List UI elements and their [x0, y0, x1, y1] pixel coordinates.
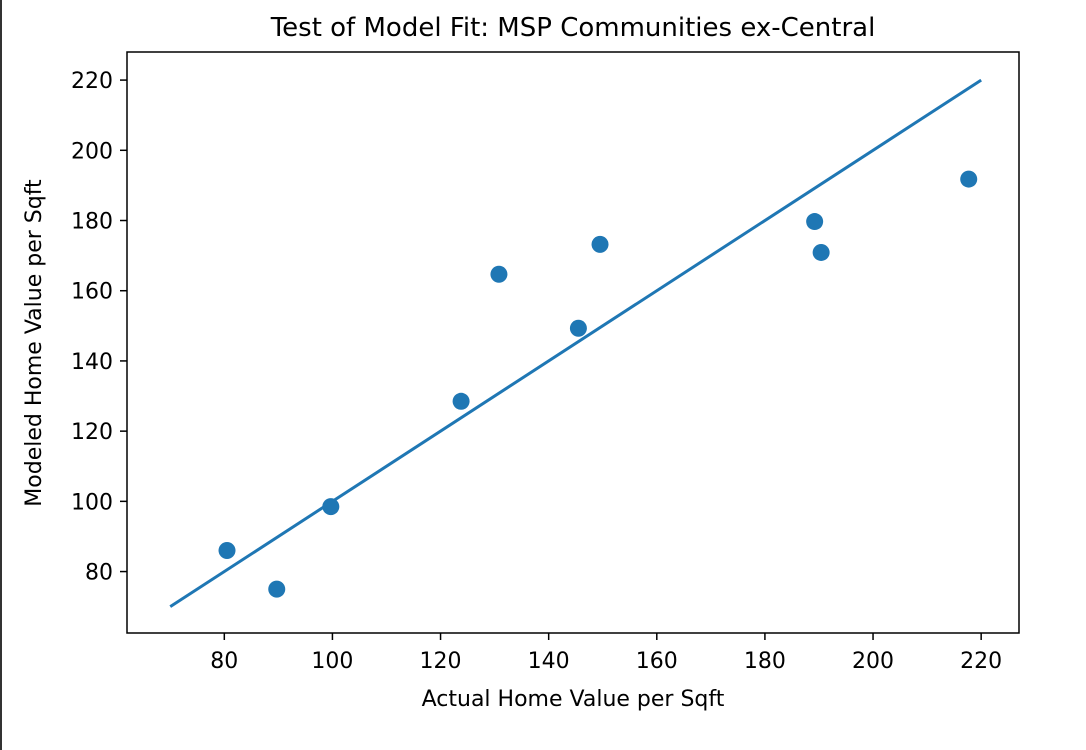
scatter-point — [806, 213, 824, 231]
scatter-point — [218, 542, 236, 560]
plot-area — [169, 78, 982, 608]
x-tick-label: 220 — [960, 649, 1002, 674]
reference-line — [169, 78, 982, 608]
scatter-point — [812, 243, 830, 261]
y-tick-label: 200 — [71, 139, 113, 164]
y-axis-label: Modeled Home Value per Sqft — [22, 179, 47, 507]
scatter-point — [960, 170, 978, 188]
x-tick-label: 200 — [852, 649, 894, 674]
x-axis-label: Actual Home Value per Sqft — [422, 687, 725, 712]
y-tick-label: 100 — [71, 490, 113, 515]
scatter-point — [322, 498, 340, 516]
scatter-point — [591, 235, 609, 253]
y-tick-label: 160 — [71, 280, 113, 305]
x-tick-label: 100 — [311, 649, 353, 674]
x-tick-label: 80 — [210, 649, 238, 674]
y-tick-label: 80 — [85, 561, 113, 586]
y-tick-label: 220 — [71, 69, 113, 94]
x-tick-label: 160 — [636, 649, 678, 674]
scatter-point — [490, 265, 508, 283]
window-left-edge — [0, 0, 2, 750]
y-tick-label: 120 — [71, 420, 113, 445]
chart-title: Test of Model Fit: MSP Communities ex-Ce… — [270, 13, 876, 43]
x-tick-label: 180 — [744, 649, 786, 674]
x-tick-label: 120 — [420, 649, 462, 674]
plot-frame — [126, 51, 1020, 634]
y-tick-label: 140 — [71, 350, 113, 375]
y-tick-label: 180 — [71, 210, 113, 235]
scatter-point — [452, 392, 470, 410]
x-tick-label: 140 — [528, 649, 570, 674]
scatter-point — [268, 580, 286, 598]
scatter-point — [569, 319, 587, 337]
